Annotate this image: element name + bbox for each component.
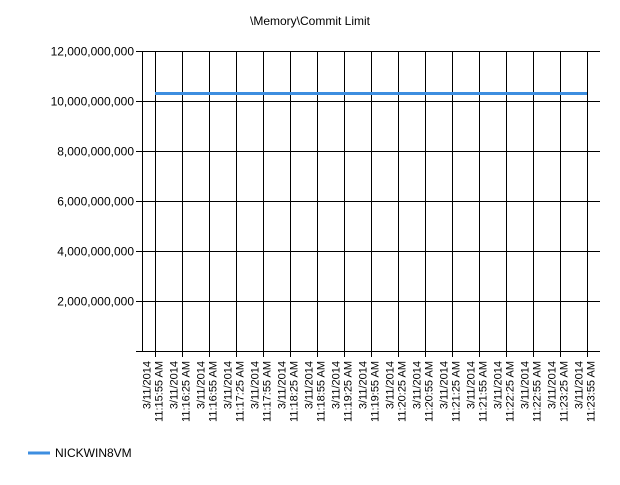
x-tick-label-date: 3/11/2014 xyxy=(520,361,532,409)
x-tick-label-time: 11:20:25 AM xyxy=(397,361,409,422)
x-tick-label-date: 3/11/2014 xyxy=(277,361,289,409)
x-tick-label-date: 3/11/2014 xyxy=(466,361,478,409)
x-tick-label-time: 11:19:25 AM xyxy=(343,361,355,422)
y-tick-label: 10,000,000,000 xyxy=(51,95,135,109)
grid-lines xyxy=(136,51,600,357)
x-tick-label-time: 11:22:25 AM xyxy=(505,361,517,422)
x-tick-label-date: 3/11/2014 xyxy=(196,361,208,409)
x-tick-label-time: 11:21:55 AM xyxy=(478,361,490,422)
x-tick-label-date: 3/11/2014 xyxy=(385,361,397,409)
x-tick-label-time: 11:23:55 AM xyxy=(586,361,598,422)
x-tick-label-date: 3/11/2014 xyxy=(412,361,424,409)
x-tick-label-date: 3/11/2014 xyxy=(358,361,370,409)
x-tick-label-time: 11:16:25 AM xyxy=(181,361,193,422)
legend-label: NICKWIN8VM xyxy=(55,446,132,460)
y-tick-label: 2,000,000,000 xyxy=(57,295,134,309)
y-tick-label: 8,000,000,000 xyxy=(57,145,134,159)
y-tick-label: 4,000,000,000 xyxy=(57,245,134,259)
x-tick-label-date: 3/11/2014 xyxy=(304,361,316,409)
x-tick-label-date: 3/11/2014 xyxy=(331,361,343,409)
x-tick-label-date: 3/11/2014 xyxy=(250,361,262,409)
x-tick-label-date: 3/11/2014 xyxy=(493,361,505,409)
x-tick-label-time: 11:15:55 AM xyxy=(154,361,166,422)
legend: NICKWIN8VM xyxy=(28,446,132,460)
x-tick-label-date: 3/11/2014 xyxy=(142,361,154,409)
x-tick-label-time: 11:23:25 AM xyxy=(559,361,571,422)
x-tick-label-time: 11:22:55 AM xyxy=(532,361,544,422)
x-tick-label-time: 11:17:55 AM xyxy=(262,361,274,422)
x-tick-label-time: 11:17:25 AM xyxy=(235,361,247,422)
x-tick-label-date: 3/11/2014 xyxy=(439,361,451,409)
x-tick-label-time: 11:19:55 AM xyxy=(370,361,382,422)
x-tick-label-time: 11:18:55 AM xyxy=(316,361,328,422)
y-tick-label: 12,000,000,000 xyxy=(51,45,135,59)
y-axis-tick-labels: 2,000,000,000 4,000,000,000 6,000,000,000 8… xyxy=(51,45,135,309)
x-tick-label-time: 11:20:55 AM xyxy=(424,361,436,422)
x-tick-label-date: 3/11/2014 xyxy=(223,361,235,409)
x-tick-label-date: 3/11/2014 xyxy=(169,361,181,409)
x-tick-label-time: 11:21:25 AM xyxy=(451,361,463,422)
x-tick-label-date: 3/11/2014 xyxy=(547,361,559,409)
chart-title: \Memory\Commit Limit xyxy=(250,14,371,28)
x-tick-label-time: 11:16:55 AM xyxy=(208,361,220,422)
y-tick-label: 6,000,000,000 xyxy=(57,195,134,209)
x-tick-label-time: 11:18:25 AM xyxy=(289,361,301,422)
x-tick-label-date: 3/11/2014 xyxy=(574,361,586,409)
